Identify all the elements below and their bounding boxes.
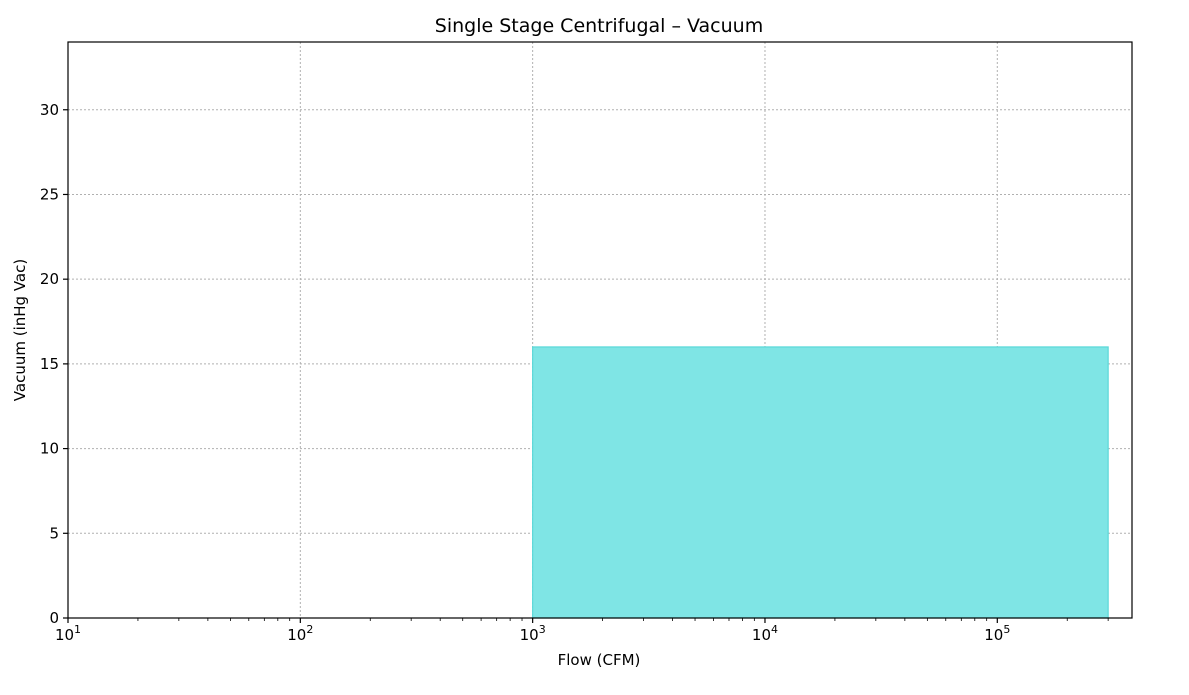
x-axis-label: Flow (CFM) — [558, 651, 641, 669]
y-tick-label: 0 — [49, 609, 59, 627]
x-tick-label: 102 — [287, 623, 313, 644]
chart-title: Single Stage Centrifugal – Vacuum — [435, 15, 763, 37]
y-tick-label: 25 — [40, 185, 59, 203]
operating-region-0 — [532, 346, 1109, 619]
plot-frame — [67, 41, 1133, 619]
x-tick-label: 104 — [752, 623, 778, 644]
y-axis: 0 5 10 15 20 25 30 — [40, 101, 68, 627]
y-tick-label: 20 — [40, 270, 59, 288]
y-tick-label: 15 — [40, 355, 59, 373]
y-tick-label: 10 — [40, 440, 59, 458]
x-tick-label: 103 — [520, 623, 546, 644]
y-tick-label: 30 — [40, 101, 59, 119]
x-tick-label: 105 — [984, 623, 1010, 644]
x-tick-label: 101 — [55, 623, 81, 644]
x-axis: 101 102 103 104 105 — [55, 618, 1109, 644]
y-tick-label: 5 — [49, 524, 59, 542]
plot-area — [532, 346, 1109, 619]
y-axis-label: Vacuum (inHg Vac) — [11, 259, 29, 401]
